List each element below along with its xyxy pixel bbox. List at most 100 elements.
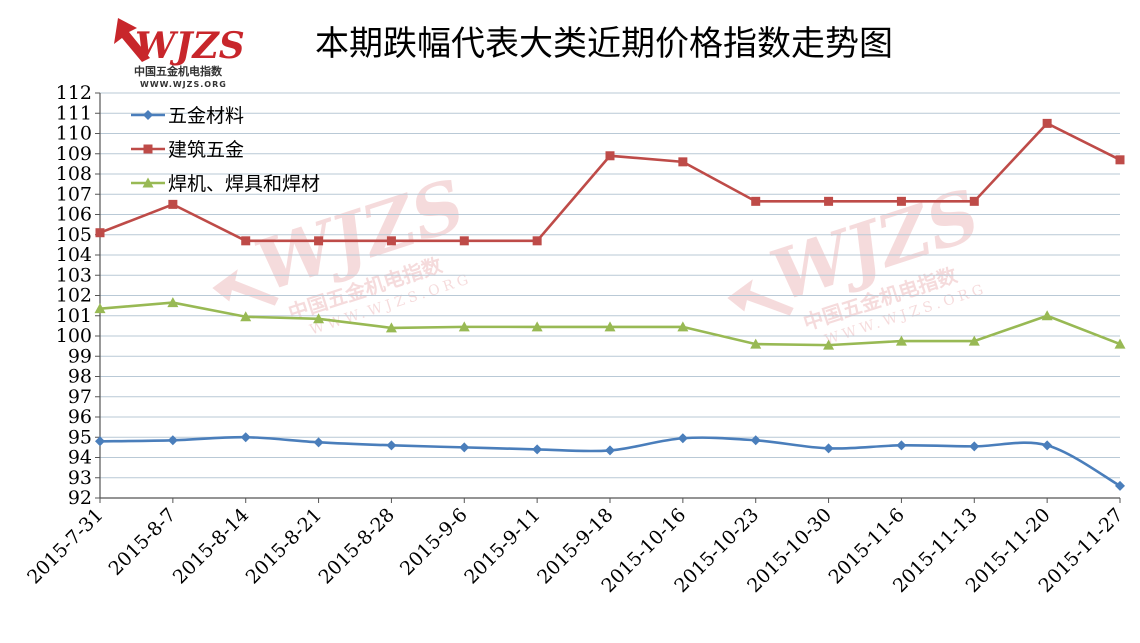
data-point bbox=[531, 321, 543, 332]
data-point bbox=[168, 199, 178, 209]
data-point bbox=[386, 440, 397, 451]
x-tick-label: 2015-8-14 bbox=[169, 504, 253, 588]
y-tick-label: 92 bbox=[68, 487, 92, 509]
legend-marker bbox=[143, 110, 153, 120]
y-tick-label: 104 bbox=[56, 244, 92, 266]
y-tick-label: 100 bbox=[56, 325, 92, 347]
data-point bbox=[241, 236, 251, 246]
x-tick-label: 2015-9-6 bbox=[396, 504, 472, 580]
x-tick-label: 2015-8-28 bbox=[314, 504, 398, 588]
legend-marker bbox=[142, 177, 154, 188]
y-tick-label: 98 bbox=[68, 366, 92, 388]
data-point bbox=[313, 313, 325, 324]
data-point bbox=[313, 437, 324, 448]
y-tick-label: 107 bbox=[56, 183, 92, 205]
data-point bbox=[385, 322, 397, 333]
data-point bbox=[1041, 310, 1053, 321]
data-point bbox=[459, 236, 469, 246]
logo-url: WWW.WJZS.ORG bbox=[140, 80, 227, 89]
data-point bbox=[677, 321, 689, 332]
data-point bbox=[532, 236, 542, 246]
y-tick-label: 112 bbox=[56, 82, 92, 104]
data-point bbox=[532, 444, 543, 455]
x-tick-label: 2015-8-21 bbox=[242, 504, 326, 588]
data-point bbox=[240, 311, 252, 322]
series-1 bbox=[95, 118, 1125, 246]
data-point bbox=[823, 443, 834, 454]
data-point bbox=[95, 228, 105, 238]
x-tick-label: 2015-7-31 bbox=[23, 504, 107, 588]
y-tick-label: 108 bbox=[56, 163, 92, 185]
data-point bbox=[750, 338, 762, 349]
data-point bbox=[95, 436, 105, 447]
y-tick-label: 99 bbox=[68, 345, 92, 367]
data-point bbox=[604, 321, 616, 332]
y-tick-label: 110 bbox=[56, 123, 92, 145]
y-tick-label: 97 bbox=[68, 386, 92, 408]
series-0 bbox=[95, 432, 1125, 491]
data-point bbox=[605, 445, 615, 456]
legend-label: 五金材料 bbox=[168, 105, 244, 127]
data-point bbox=[1114, 338, 1126, 349]
data-point bbox=[824, 196, 834, 206]
data-point bbox=[314, 236, 324, 246]
data-point bbox=[823, 339, 835, 350]
y-tick-label: 103 bbox=[56, 264, 92, 286]
y-tick-label: 109 bbox=[56, 143, 92, 165]
data-point bbox=[167, 297, 179, 308]
y-tick-label: 106 bbox=[56, 204, 92, 226]
data-point bbox=[895, 335, 907, 346]
data-point bbox=[1042, 440, 1053, 451]
y-tick-label: 93 bbox=[68, 467, 92, 489]
logo-mark: WJZS bbox=[135, 25, 245, 67]
watermark-arrow-icon bbox=[727, 279, 794, 316]
data-point bbox=[94, 303, 106, 314]
legend-item-2: 焊机、焊具和焊材 bbox=[131, 173, 320, 195]
data-point bbox=[240, 432, 251, 443]
series-layer bbox=[94, 118, 1126, 491]
chart-title: 本期跌幅代表大类近期价格指数走势图 bbox=[315, 24, 893, 64]
y-tick-label: 105 bbox=[56, 224, 92, 246]
data-point bbox=[751, 196, 761, 206]
x-tick-label: 2015-8-7 bbox=[104, 504, 180, 580]
data-point bbox=[678, 157, 688, 167]
logo-arrow-icon bbox=[114, 18, 150, 62]
data-point bbox=[1042, 118, 1052, 128]
data-point bbox=[677, 433, 688, 444]
watermark-arrow-icon bbox=[212, 269, 279, 306]
data-point bbox=[386, 236, 396, 246]
legend-label: 焊机、焊具和焊材 bbox=[168, 173, 320, 195]
data-point bbox=[167, 435, 178, 446]
legend-label: 建筑五金 bbox=[168, 139, 244, 161]
y-tick-label: 111 bbox=[56, 102, 92, 124]
data-point bbox=[969, 441, 980, 452]
data-point bbox=[1115, 480, 1125, 491]
legend-marker bbox=[143, 144, 153, 154]
y-tick-label: 95 bbox=[68, 426, 92, 448]
data-point bbox=[459, 442, 470, 453]
series-2 bbox=[94, 297, 1126, 350]
y-axis-ticks: 9293949596979899100101102103104105106107… bbox=[56, 82, 100, 509]
data-point bbox=[896, 196, 906, 206]
y-tick-label: 101 bbox=[56, 305, 92, 327]
data-point bbox=[750, 435, 761, 446]
data-point bbox=[605, 151, 615, 161]
legend-item-1: 建筑五金 bbox=[131, 139, 244, 161]
x-axis-ticks: 2015-7-312015-8-72015-8-142015-8-212015-… bbox=[23, 498, 1128, 597]
y-tick-label: 94 bbox=[68, 447, 92, 469]
data-point bbox=[968, 335, 980, 346]
data-point bbox=[969, 196, 979, 206]
data-point bbox=[896, 440, 907, 451]
x-tick-label: 2015-9-11 bbox=[460, 504, 544, 588]
data-point bbox=[1115, 155, 1125, 165]
wjzs-logo: WJZS 中国五金机电指数 WWW.WJZS.ORG bbox=[114, 18, 245, 89]
legend-item-0: 五金材料 bbox=[131, 105, 244, 127]
series-line bbox=[99, 435, 1121, 487]
data-point bbox=[458, 321, 470, 332]
y-tick-label: 102 bbox=[56, 285, 92, 307]
y-tick-label: 96 bbox=[68, 406, 92, 428]
logo-subtitle: 中国五金机电指数 bbox=[134, 64, 223, 78]
